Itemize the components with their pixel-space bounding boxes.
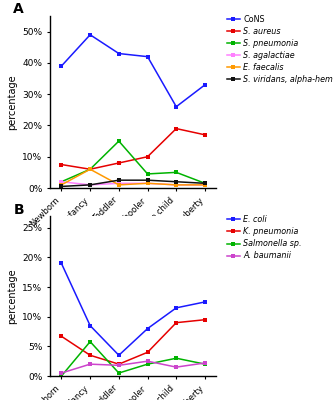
Text: B: B: [13, 203, 24, 217]
Legend: E. coli, K. pneumonia, Salmonella sp., A. baumanii: E. coli, K. pneumonia, Salmonella sp., A…: [224, 212, 305, 264]
Legend: CoNS, S. aureus, S. pneumonia, S. agalactiae, E. faecalis, S. viridans, alpha-he: CoNS, S. aureus, S. pneumonia, S. agalac…: [224, 12, 333, 87]
Y-axis label: percentage: percentage: [7, 74, 17, 130]
Y-axis label: percentage: percentage: [7, 268, 17, 324]
Text: A: A: [13, 2, 24, 16]
